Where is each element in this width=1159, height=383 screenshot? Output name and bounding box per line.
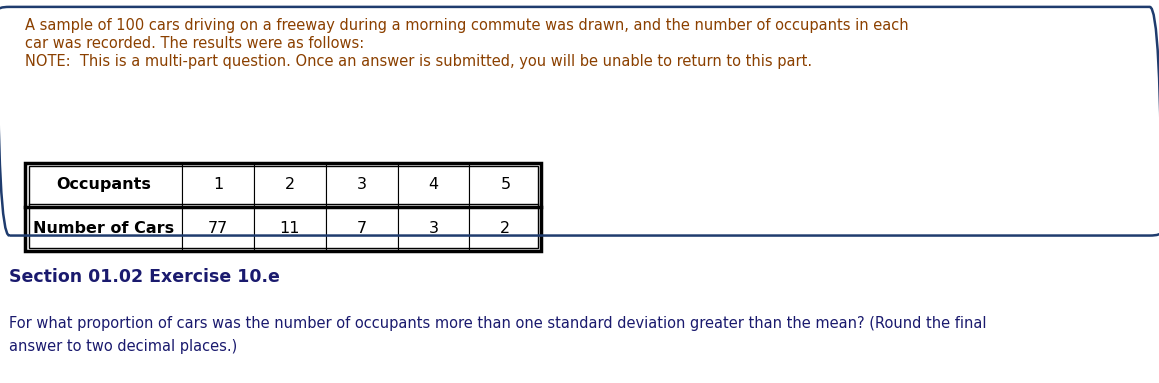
Text: 2: 2 bbox=[501, 221, 510, 236]
Text: 3: 3 bbox=[357, 177, 366, 192]
Text: NOTE:  This is a multi-part question. Once an answer is submitted, you will be u: NOTE: This is a multi-part question. Onc… bbox=[25, 54, 812, 69]
Text: 77: 77 bbox=[207, 221, 228, 236]
Text: Section 01.02 Exercise 10.e: Section 01.02 Exercise 10.e bbox=[9, 268, 280, 286]
Text: 2: 2 bbox=[285, 177, 294, 192]
Text: 11: 11 bbox=[279, 221, 300, 236]
Text: 4: 4 bbox=[429, 177, 438, 192]
Text: 5: 5 bbox=[501, 177, 510, 192]
Text: answer to two decimal places.): answer to two decimal places.) bbox=[9, 339, 238, 354]
Text: 1: 1 bbox=[213, 177, 223, 192]
Text: 7: 7 bbox=[357, 221, 366, 236]
Text: Occupants: Occupants bbox=[57, 177, 151, 192]
Text: For what proportion of cars was the number of occupants more than one standard d: For what proportion of cars was the numb… bbox=[9, 316, 986, 331]
Text: Number of Cars: Number of Cars bbox=[34, 221, 174, 236]
Text: car was recorded. The results were as follows:: car was recorded. The results were as fo… bbox=[25, 36, 365, 51]
Text: A sample of 100 cars driving on a freeway during a morning commute was drawn, an: A sample of 100 cars driving on a freewa… bbox=[25, 18, 909, 33]
Text: 3: 3 bbox=[429, 221, 438, 236]
